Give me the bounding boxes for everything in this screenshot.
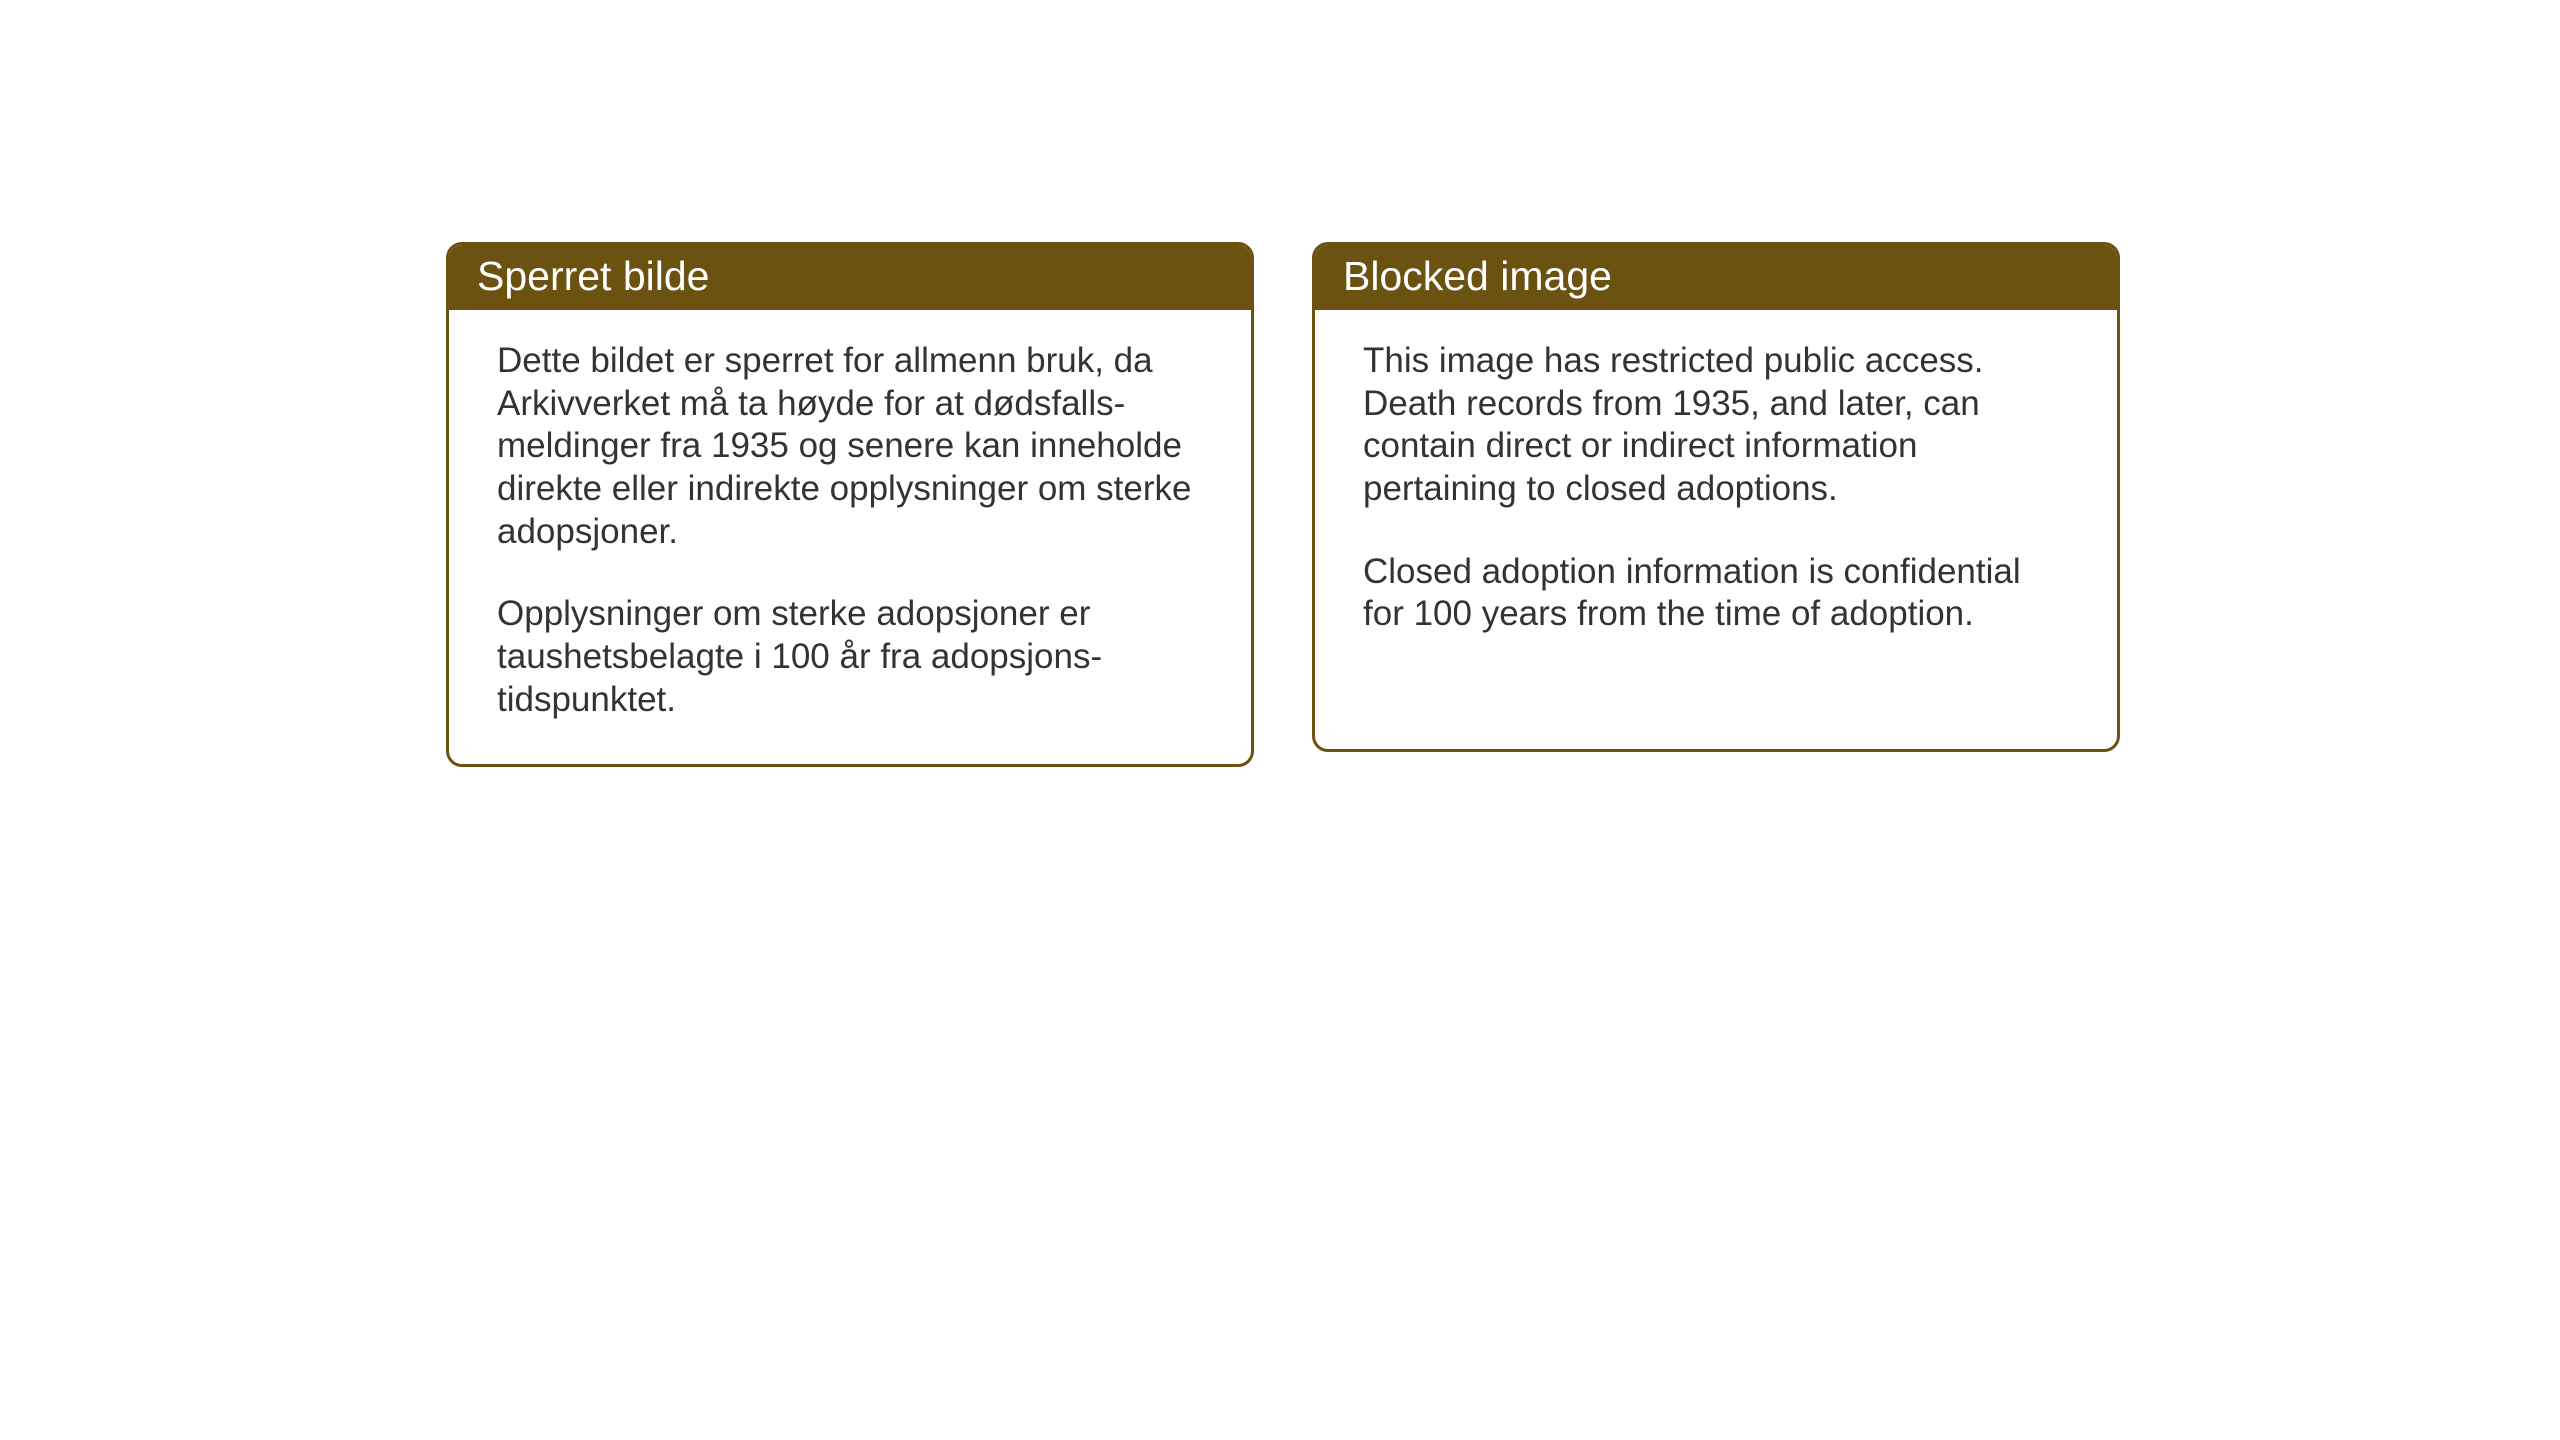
notice-body-english: This image has restricted public access.… xyxy=(1315,310,2117,678)
notice-body-norwegian: Dette bildet er sperret for allmenn bruk… xyxy=(449,310,1251,764)
notice-title-norwegian: Sperret bilde xyxy=(449,245,1251,310)
notice-paragraph: Closed adoption information is confident… xyxy=(1363,551,2069,636)
notice-card-english: Blocked image This image has restricted … xyxy=(1312,242,2120,752)
notice-paragraph: Dette bildet er sperret for allmenn bruk… xyxy=(497,340,1203,553)
notice-paragraph: Opplysninger om sterke adopsjoner er tau… xyxy=(497,593,1203,721)
notice-card-norwegian: Sperret bilde Dette bildet er sperret fo… xyxy=(446,242,1254,767)
notice-paragraph: This image has restricted public access.… xyxy=(1363,340,2069,511)
notice-title-english: Blocked image xyxy=(1315,245,2117,310)
notice-container: Sperret bilde Dette bildet er sperret fo… xyxy=(446,242,2120,767)
